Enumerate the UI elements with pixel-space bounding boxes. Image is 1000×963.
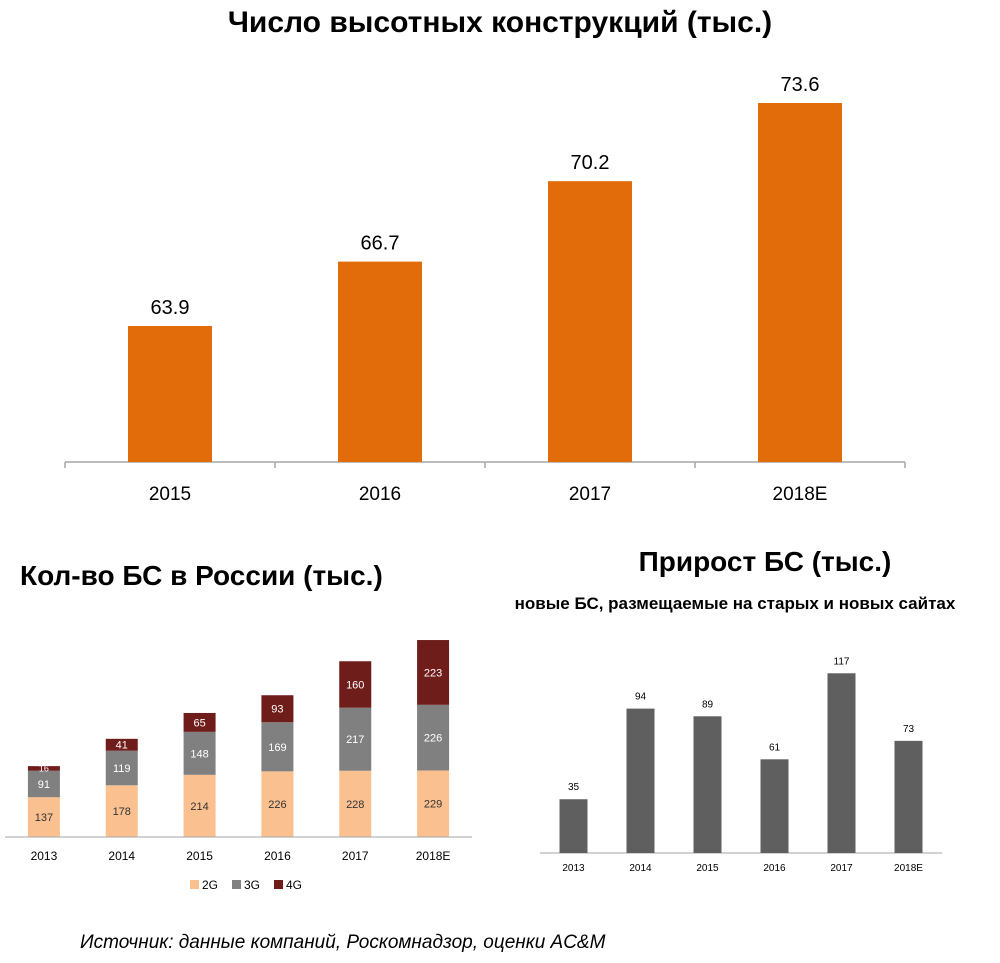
bar [338,261,422,462]
x-tick-label: 2018E [773,484,828,505]
segment-value-label: 226 [268,799,286,811]
bar [758,103,842,462]
stacked-bar-segment-4G [27,766,60,771]
bar-value-label: 89 [702,699,714,710]
top-chart-title: Число высотных конструкций (тыс.) [227,6,773,39]
segment-value-label: 93 [271,704,283,716]
x-tick-label: 2015 [186,849,213,863]
x-tick-label: 2014 [629,863,652,874]
bar [548,181,632,462]
segment-value-label: 226 [424,733,442,745]
legend-swatch-2G [190,880,199,889]
stacked-bar-segment-3G [261,722,294,772]
chart-base-stations-russia: 137 91 16 2013 178 119 41 2014 214 148 65 2015 226 16… [5,640,472,892]
bar [693,716,722,853]
x-tick-label: 2017 [342,849,369,863]
bar-value-label: 61 [769,742,781,753]
bar-value-label: 73.6 [781,74,820,96]
chart-high-rise-structures: 63.9 2015 66.7 2016 70.2 2017 73.6 2018E [64,74,906,505]
bar-value-label: 66.7 [361,233,400,255]
legend-label: 2G [202,878,218,892]
x-tick-label: 2017 [569,484,611,505]
x-tick-label: 2018E [894,863,923,874]
bar [827,673,856,853]
x-tick-label: 2016 [763,863,786,874]
x-tick-label: 2015 [149,484,191,505]
right-chart-title: Прирост БС (тыс.) [638,546,892,577]
legend-label: 4G [286,878,302,892]
stacked-bar-segment-3G [183,731,216,775]
segment-value-label: 217 [346,734,364,746]
stacked-bar-segment-2G [27,797,60,837]
segment-value-label: 41 [116,740,128,752]
segment-value-label: 169 [268,742,286,754]
x-tick-label: 2014 [108,849,135,863]
stacked-bar-segment-4G [105,738,138,751]
stacked-bar-segment-2G [105,785,138,837]
segment-value-label: 65 [193,717,205,729]
segment-value-label: 228 [346,799,364,811]
bar [760,759,789,853]
x-tick-label: 2013 [562,863,585,874]
stacked-bar-segment-3G [27,770,60,798]
stacked-bar-segment-4G [417,640,450,705]
chart-base-stations-growth: 35 2013 94 2014 89 2015 61 2016 117 2017 73 2018E [540,656,942,874]
bar-value-label: 70.2 [571,152,610,174]
segment-value-label: 214 [190,801,208,813]
stacked-bar-segment-2G [183,774,216,837]
segment-value-label: 16 [39,764,49,774]
segment-value-label: 178 [113,806,131,818]
segment-value-label: 148 [190,748,208,760]
segment-value-label: 223 [424,667,442,679]
segment-value-label: 137 [35,812,53,824]
stacked-bar-segment-3G [105,750,138,786]
x-tick-label: 2016 [359,484,401,505]
x-tick-label: 2018E [416,849,451,863]
stacked-bar-segment-2G [417,770,450,837]
x-tick-label: 2016 [264,849,291,863]
bar-value-label: 73 [903,724,915,735]
bar-value-label: 35 [568,782,580,793]
bar-value-label: 94 [635,692,647,703]
legend-label: 3G [244,878,260,892]
stacked-bar-segment-2G [261,771,294,837]
stacked-bar-segment-3G [417,704,450,771]
legend-swatch-4G [274,880,283,889]
bar [559,799,588,853]
stacked-bar-segment-3G [339,707,372,771]
bar [626,708,655,853]
segment-value-label: 91 [38,779,50,791]
bar-value-label: 117 [834,656,850,667]
bar [128,326,212,462]
right-chart-subtitle: новые БС, размещаемые на старых и новых … [514,594,956,613]
source-note: Источник: данные компаний, Роскомнадзор,… [80,932,606,953]
stacked-bar-segment-4G [261,695,294,723]
legend-swatch-3G [232,880,241,889]
bar [894,740,923,853]
left-chart-title: Кол-во БС в России (тыс.) [20,560,383,591]
x-tick-label: 2017 [830,863,853,874]
stacked-bar-segment-4G [183,712,216,732]
segment-value-label: 119 [113,763,131,775]
segment-value-label: 229 [424,799,442,811]
stacked-bar-segment-4G [339,661,372,708]
x-tick-label: 2013 [31,849,58,863]
segment-value-label: 160 [346,679,364,691]
x-tick-label: 2015 [696,863,719,874]
stacked-bar-segment-2G [339,770,372,837]
bar-value-label: 63.9 [151,297,190,319]
